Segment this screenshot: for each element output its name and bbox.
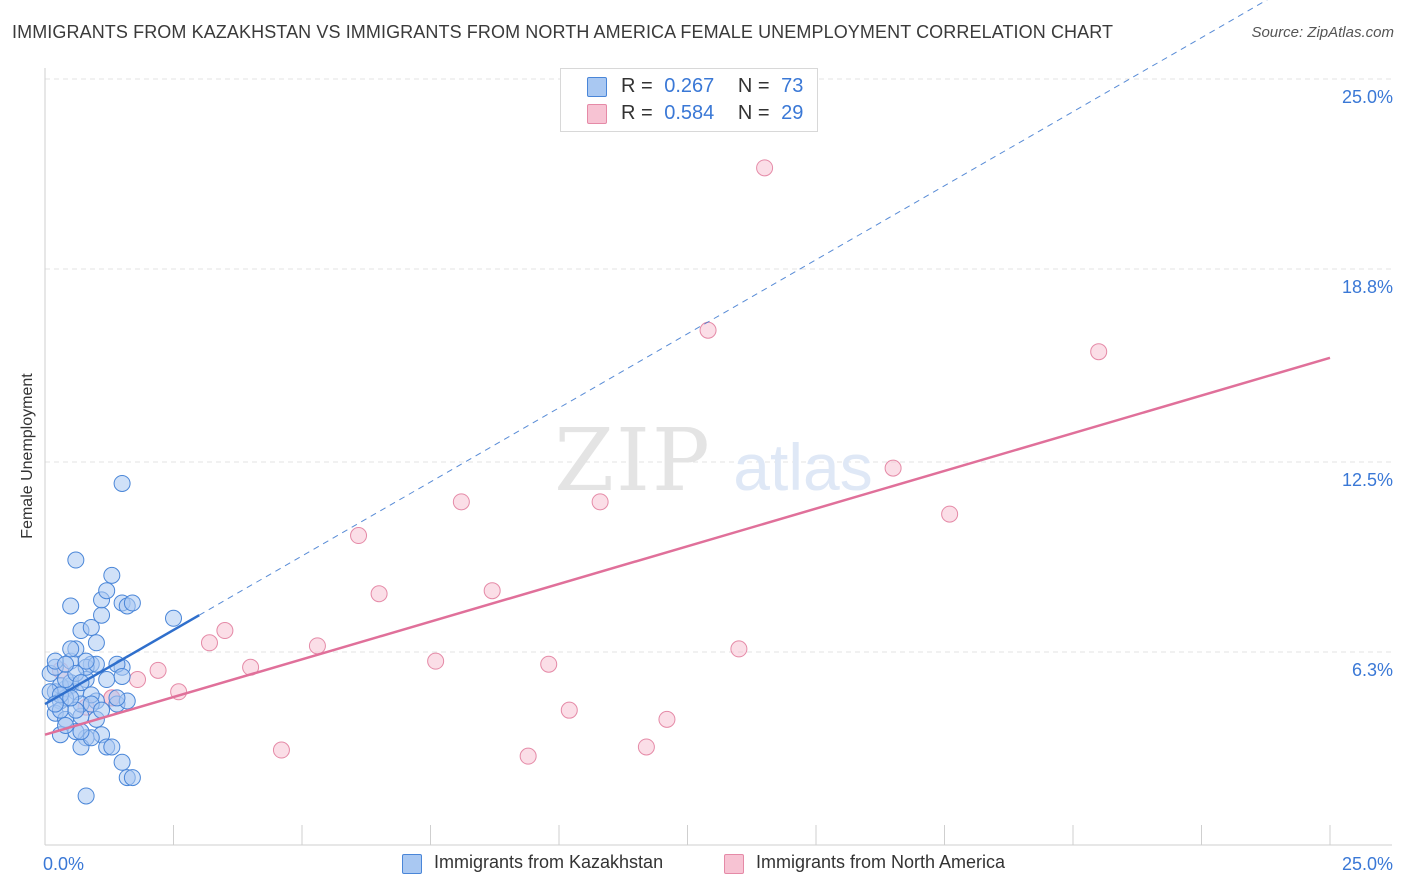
- north-america-point: [519, 747, 537, 765]
- y-tick-label: 12.5%: [1342, 470, 1393, 490]
- kazakhstan-point: [113, 474, 131, 492]
- legend-r-label: R =: [621, 75, 653, 97]
- north-america-point: [658, 710, 676, 728]
- north-america-point: [272, 741, 290, 759]
- kazakhstan-point: [113, 667, 131, 685]
- north-america-point: [560, 701, 578, 719]
- north-america-point: [637, 738, 655, 756]
- legend-n-value: 29: [781, 102, 804, 124]
- stats-legend: R = 0.267 N = 73 R = 0.584 N = 29: [560, 68, 818, 132]
- axes: [44, 68, 1392, 846]
- kazakhstan-point: [62, 597, 80, 615]
- kazakhstan-point: [82, 618, 100, 636]
- legend-n-label: N =: [737, 75, 770, 97]
- kazakhstan-point: [62, 640, 80, 658]
- kazakhstan-trend-extension: [198, 0, 1268, 616]
- north-america-point: [941, 505, 959, 523]
- kazakhstan-trend-line: [44, 614, 200, 706]
- north-america-point: [591, 493, 609, 511]
- north-america-point: [350, 527, 368, 545]
- kazakhstan-point: [113, 753, 131, 771]
- kazakhstan-point: [123, 594, 141, 612]
- legend-r-label: R =: [621, 102, 653, 124]
- trend-lines: [44, 0, 1331, 736]
- north-america-point: [308, 637, 326, 655]
- y-tick-label: 25.0%: [1342, 87, 1393, 107]
- series-swatch-kazakhstan: [402, 854, 422, 874]
- kazakhstan-point: [87, 634, 105, 652]
- kazakhstan-point: [67, 551, 85, 569]
- series-label-north-america: Immigrants from North America: [756, 852, 1006, 872]
- source-note: Source: ZipAtlas.com: [1251, 24, 1394, 41]
- gridlines: [45, 78, 1392, 653]
- north-america-point: [540, 655, 558, 673]
- tick-labels: 6.3% 12.5% 18.8% 25.0% 0.0% 25.0%: [43, 87, 1393, 874]
- north-america-point: [452, 493, 470, 511]
- x-tick-label: 25.0%: [1342, 854, 1393, 874]
- north-america-trend-line: [44, 356, 1331, 736]
- chart-title: IMMIGRANTS FROM KAZAKHSTAN VS IMMIGRANTS…: [12, 22, 1114, 42]
- north-america-point: [370, 585, 388, 603]
- kazakhstan-point: [108, 689, 126, 707]
- legend-n-value: 73: [781, 75, 804, 97]
- kazakhstan-point: [77, 652, 95, 670]
- kazakhstan-point: [77, 787, 95, 805]
- legend-swatch-north-america: [587, 104, 607, 124]
- kazakhstan-point: [103, 738, 121, 756]
- north-america-point: [730, 640, 748, 658]
- legend-r-value: 0.267: [664, 75, 715, 97]
- y-tick-label: 18.8%: [1342, 277, 1393, 297]
- north-america-point: [149, 661, 167, 679]
- watermark-zip: ZIP: [554, 411, 712, 511]
- north-america-point: [483, 582, 501, 600]
- north-america-point: [1090, 343, 1108, 361]
- north-america-point: [699, 321, 717, 339]
- series-label-kazakhstan: Immigrants from Kazakhstan: [434, 852, 664, 872]
- north-america-point: [756, 159, 774, 177]
- data-points: [41, 159, 1108, 805]
- series-swatch-north-america: [724, 854, 744, 874]
- x-tick-label: 0.0%: [43, 854, 84, 874]
- watermark-atlas: atlas: [733, 430, 872, 504]
- north-america-point: [884, 459, 902, 477]
- legend-n-label: N =: [737, 102, 770, 124]
- kazakhstan-point: [103, 566, 121, 584]
- legend-swatch-kazakhstan: [587, 77, 607, 97]
- kazakhstan-point: [123, 769, 141, 787]
- kazakhstan-point: [165, 609, 182, 627]
- kazakhstan-point: [93, 606, 111, 624]
- north-america-point: [200, 634, 218, 652]
- watermark: ZIP atlas: [554, 411, 873, 511]
- y-tick-label: 6.3%: [1352, 660, 1393, 680]
- kazakhstan-point: [57, 655, 75, 673]
- kazakhstan-point: [98, 671, 116, 689]
- north-america-point: [216, 622, 234, 640]
- kazakhstan-point: [98, 582, 116, 600]
- north-america-point: [427, 652, 445, 670]
- legend-r-value: 0.584: [664, 102, 715, 124]
- north-america-point: [129, 671, 147, 689]
